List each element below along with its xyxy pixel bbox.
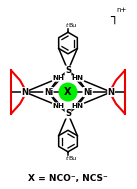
Text: ┐: ┐ (110, 11, 118, 24)
Text: t: t (65, 23, 68, 28)
Text: X = NCO⁻, NCS⁻: X = NCO⁻, NCS⁻ (28, 174, 108, 183)
Text: Bu: Bu (68, 23, 76, 28)
Text: Ni: Ni (83, 88, 92, 97)
Text: HN: HN (72, 103, 84, 109)
Text: NH: NH (52, 75, 64, 81)
Text: S: S (65, 109, 71, 118)
Text: N: N (108, 88, 115, 97)
Text: n+: n+ (116, 7, 126, 13)
Text: NH: NH (52, 103, 64, 109)
Text: t: t (65, 156, 68, 161)
Circle shape (59, 83, 77, 101)
Text: HN: HN (72, 75, 84, 81)
Text: Ni: Ni (44, 88, 53, 97)
Text: X: X (64, 87, 72, 97)
Text: S: S (65, 66, 71, 75)
Text: N: N (21, 88, 28, 97)
Text: Bu: Bu (68, 156, 76, 161)
